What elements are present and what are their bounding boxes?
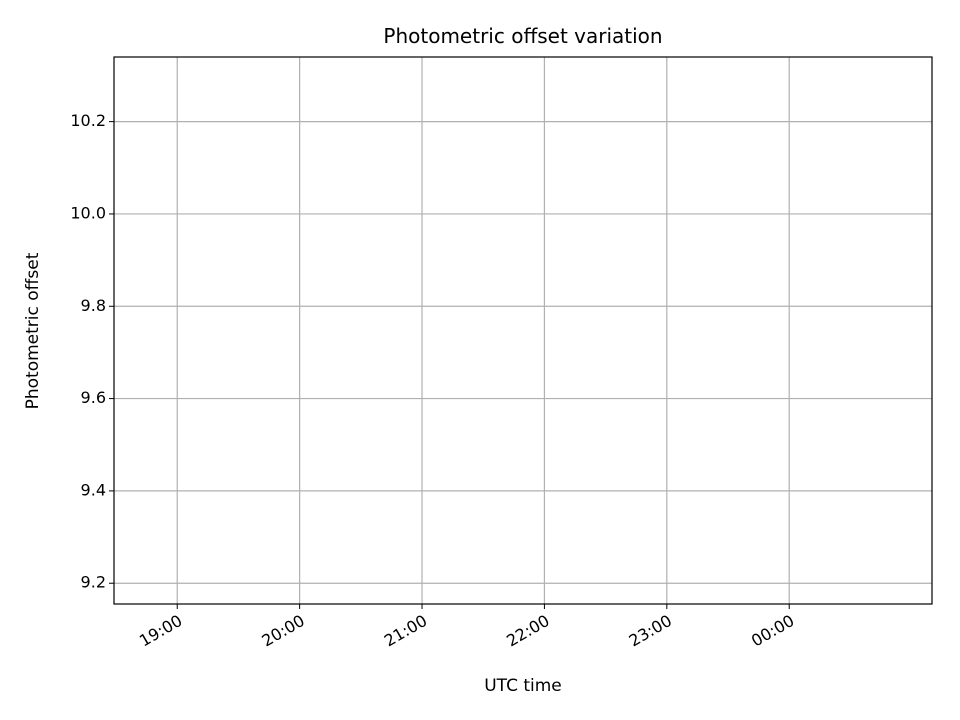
y-tick-label: 9.6 [81, 388, 106, 407]
y-tick-label: 10.2 [70, 111, 106, 130]
grid [114, 57, 932, 604]
y-axis-ticks: 9.2 9.4 9.6 9.8 10.0 10.2 [70, 111, 114, 592]
y-tick-label: 9.2 [81, 573, 106, 592]
chart-title: Photometric offset variation [383, 24, 662, 48]
x-axis-label: UTC time [484, 676, 562, 696]
y-axis-label: Photometric offset [23, 252, 43, 409]
plot-area-frame [113, 56, 933, 605]
y-tick-label: 9.8 [81, 296, 106, 315]
y-tick-label: 9.4 [81, 480, 106, 499]
y-tick-label: 10.0 [70, 203, 106, 222]
